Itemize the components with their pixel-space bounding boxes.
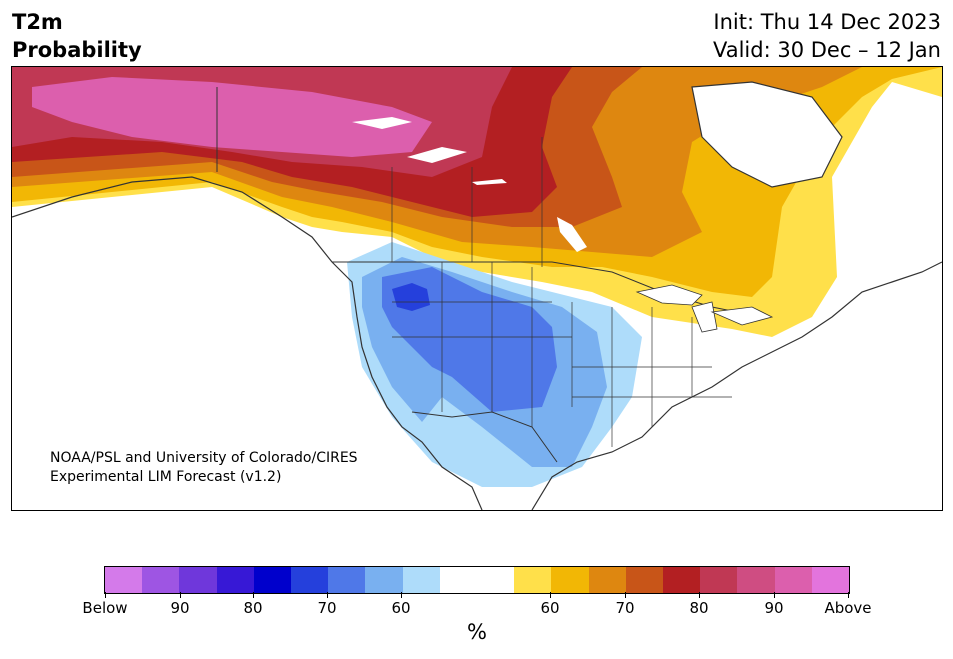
- colorbar-swatch: [179, 567, 217, 593]
- colorbar-tick-label: 60: [540, 599, 560, 617]
- credit-line-2: Experimental LIM Forecast (v1.2): [50, 469, 282, 485]
- colorbar-swatch: [365, 567, 403, 593]
- colorbar-tick: [327, 592, 328, 598]
- credit-line-1: NOAA/PSL and University of Colorado/CIRE…: [50, 450, 358, 466]
- colorbar-tick: [848, 592, 849, 598]
- colorbar-tick-label: 90: [764, 599, 784, 617]
- colorbar-swatch: [737, 567, 775, 593]
- colorbar-tick: [699, 592, 700, 598]
- colorbar-swatch: [216, 567, 254, 593]
- hudson-bay-outline: [691, 81, 843, 188]
- colorbar-tick-label: 90: [170, 599, 190, 617]
- canada-us-border: [332, 261, 763, 318]
- colorbar-swatch: [588, 567, 626, 593]
- gulf-coast-outline: [531, 261, 942, 510]
- colorbar-tick-label: Above: [824, 599, 872, 617]
- shade-below-80: [392, 283, 430, 311]
- map-canvas: [12, 67, 942, 510]
- colorbar-swatch: [663, 567, 701, 593]
- colorbar-tick-label: 70: [317, 599, 337, 617]
- colorbar-swatch: [253, 567, 292, 593]
- credit-text: NOAA/PSL and University of Colorado/CIRE…: [50, 449, 358, 487]
- colorbar-swatch: [700, 567, 738, 593]
- shade-above-97: [32, 77, 432, 157]
- colorbar-tick: [774, 592, 775, 598]
- colorbar-swatch: [439, 567, 478, 593]
- colorbar-swatch: [514, 567, 552, 593]
- colorbar-tick: [105, 592, 106, 598]
- colorbar-swatch: [402, 567, 440, 593]
- forecast-map: NOAA/PSL and University of Colorado/CIRE…: [11, 66, 943, 511]
- date-info: Init: Thu 14 Dec 2023 Valid: 30 Dec – 12…: [713, 8, 941, 64]
- init-date: Init: Thu 14 Dec 2023: [713, 10, 941, 34]
- product-label: Probability: [12, 38, 142, 62]
- colorbar-tick: [625, 592, 626, 598]
- colorbar-tick: [401, 592, 402, 598]
- colorbar-tick-label: 60: [391, 599, 411, 617]
- colorbar-tick-label: Below: [82, 599, 128, 617]
- colorbar-swatch: [105, 567, 143, 593]
- variable-label: T2m: [12, 10, 63, 34]
- colorbar-swatch: [551, 567, 589, 593]
- colorbar-swatch: [625, 567, 664, 593]
- colorbar: [104, 566, 850, 594]
- west-coast-outline: [12, 176, 483, 510]
- colorbar-tick: [550, 592, 551, 598]
- great-lakes: [635, 284, 774, 333]
- canadian-lakes: [352, 117, 587, 252]
- colorbar-swatch: [328, 567, 366, 593]
- colorbar-tick: [253, 592, 254, 598]
- colorbar-tick-label: 70: [615, 599, 635, 617]
- colorbar-swatch: [142, 567, 180, 593]
- colorbar-swatch: [291, 567, 329, 593]
- colorbar-tick-label: 80: [689, 599, 709, 617]
- colorbar-unit: %: [467, 620, 487, 644]
- valid-dates: Valid: 30 Dec – 12 Jan: [712, 38, 941, 62]
- chart-title: T2m Probability: [12, 8, 142, 64]
- colorbar-tick-label: 80: [243, 599, 263, 617]
- state-province-borders: [391, 137, 732, 447]
- colorbar-swatch: [477, 567, 515, 593]
- colorbar-swatch: [811, 567, 850, 593]
- colorbar-tick: [180, 592, 181, 598]
- colorbar-swatch: [774, 567, 812, 593]
